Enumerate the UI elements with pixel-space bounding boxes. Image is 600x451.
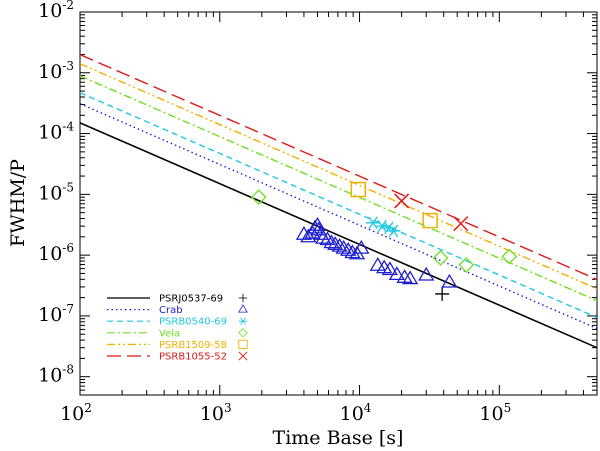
data-point-crab bbox=[327, 236, 344, 250]
data-point-psrj0537-69 bbox=[435, 286, 450, 301]
data-point-crab bbox=[441, 273, 458, 288]
legend-marker-vela bbox=[238, 328, 248, 338]
legend-label-vela: Vela bbox=[159, 328, 180, 339]
legend-marker-psrj0537-69 bbox=[238, 293, 248, 303]
data-point-crab bbox=[418, 266, 435, 281]
y-axis-title: FWHM/P bbox=[7, 159, 29, 247]
data-point-crab bbox=[306, 219, 324, 234]
y-tick-label: 10-7 bbox=[38, 302, 74, 326]
legend-label-psrj0537-69: PSRJ0537-69 bbox=[159, 294, 223, 305]
data-point-crab bbox=[340, 242, 357, 256]
y-tick-label: 10-4 bbox=[38, 120, 74, 144]
data-point-crab bbox=[300, 228, 317, 243]
data-point-crab bbox=[331, 237, 348, 252]
data-point-psrb0540-69 bbox=[381, 221, 396, 235]
y-tick-label: 10-5 bbox=[38, 180, 74, 204]
data-point-crab bbox=[335, 239, 352, 254]
series-line-psrj0537-69 bbox=[80, 122, 597, 349]
data-point-crab bbox=[319, 231, 336, 246]
series-line-vela bbox=[80, 75, 597, 302]
legend-label-crab: Crab bbox=[159, 305, 183, 316]
axis-tick-labels: 102 103 104 105 10-8 10-7 10-6 10-5 10-4 10-3 10-2 bbox=[38, 0, 511, 425]
legend-marker-psrb0540-69 bbox=[238, 317, 248, 325]
data-point-vela bbox=[250, 189, 267, 206]
data-point-crab bbox=[353, 239, 370, 254]
plot-area bbox=[79, 11, 598, 396]
series-line-psrb1055-52 bbox=[80, 53, 597, 281]
data-point-crab bbox=[315, 229, 332, 244]
x-axis-title: Time Base [s] bbox=[273, 427, 404, 449]
y-tick-label: 10-3 bbox=[38, 59, 74, 83]
legend-label-psrb1055-52: PSRB1055-52 bbox=[159, 352, 227, 363]
data-point-psrb1055-52 bbox=[394, 193, 410, 209]
data-point-crab bbox=[401, 270, 419, 285]
x-tick-label: 104 bbox=[340, 401, 372, 425]
data-point-psrb0540-69 bbox=[366, 216, 381, 230]
x-tick-label: 102 bbox=[60, 401, 92, 425]
data-point-crab bbox=[309, 216, 326, 231]
data-point-psrb1509-58 bbox=[422, 212, 438, 229]
y-tick-label: 10-8 bbox=[38, 363, 74, 387]
y-tick-label: 10-2 bbox=[38, 0, 74, 22]
legend-marker-psrb1509-58 bbox=[238, 339, 248, 350]
data-point-psrb1509-58 bbox=[350, 181, 367, 198]
data-point-vela bbox=[501, 248, 518, 265]
data-point-crab bbox=[323, 234, 340, 249]
data-point-crab bbox=[388, 266, 406, 281]
data-point-psrb0540-69 bbox=[386, 224, 401, 238]
series-line-psrb0540-69 bbox=[80, 92, 597, 319]
legend-label-psrb1509-58: PSRB1509-58 bbox=[159, 340, 227, 351]
series-points bbox=[250, 181, 518, 301]
legend-marker-crab bbox=[238, 304, 248, 313]
data-point-vela bbox=[458, 257, 475, 273]
data-point-crab bbox=[369, 257, 386, 271]
y-tick-label: 10-6 bbox=[38, 241, 74, 265]
x-tick-label: 103 bbox=[200, 401, 232, 425]
data-point-psrb1055-52 bbox=[453, 216, 469, 232]
data-point-crab bbox=[381, 261, 399, 276]
legend-label-psrb0540-69: PSRB0540-69 bbox=[159, 317, 227, 328]
x-tick-label: 105 bbox=[479, 401, 511, 425]
data-point-vela bbox=[432, 249, 449, 266]
legend-marker-psrb1055-52 bbox=[238, 351, 248, 361]
axis-ticks bbox=[79, 11, 598, 396]
legend: PSRJ0537-69CrabPSRB0540-69VelaPSRB1509-5… bbox=[107, 293, 248, 363]
